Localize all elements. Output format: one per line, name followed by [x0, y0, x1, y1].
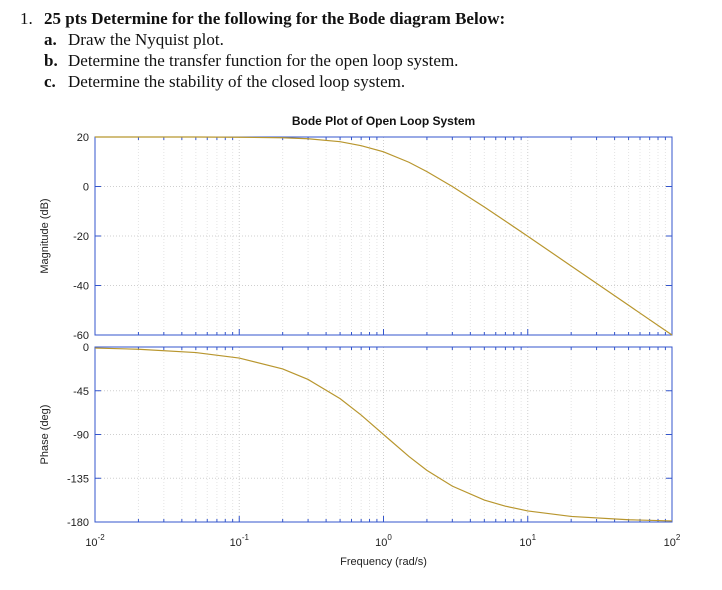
- x-tick-label: 100: [375, 533, 392, 549]
- x-tick-exponent: -2: [98, 533, 106, 542]
- item: c. Determine the stability of the closed …: [44, 72, 405, 91]
- y-axis-label: Magnitude (dB): [39, 198, 51, 273]
- x-tick-label: 10-1: [230, 533, 250, 549]
- item-text: Draw the Nyquist plot.: [68, 30, 224, 49]
- item-label: c.: [44, 72, 56, 91]
- y-tick-label: -40: [73, 281, 89, 293]
- x-tick-label: 101: [519, 533, 536, 549]
- x-tick-base: 10: [519, 537, 531, 549]
- data-line: [95, 136, 673, 336]
- item-text: Determine the transfer function for the …: [68, 51, 458, 70]
- y-tick-label: -90: [73, 430, 89, 442]
- x-tick-label: 102: [664, 533, 681, 549]
- data-line: [94, 347, 673, 522]
- question-text: 25 pts Determine for the following for t…: [44, 9, 505, 28]
- item-label: a.: [44, 30, 57, 49]
- y-tick-label: 0: [83, 342, 89, 354]
- x-axis-label: Frequency (rad/s): [340, 556, 427, 568]
- plot-frame: [94, 346, 673, 523]
- y-tick-label: -20: [73, 231, 89, 243]
- x-tick-exponent: 1: [532, 533, 537, 542]
- item-text: Determine the stability of the closed lo…: [68, 72, 405, 91]
- item-label: b.: [44, 51, 58, 70]
- y-tick-label: -60: [73, 330, 89, 342]
- x-tick-exponent: -1: [242, 533, 250, 542]
- plot-frame: [94, 136, 673, 336]
- x-tick-base: 10: [230, 537, 242, 549]
- x-tick-base: 10: [664, 537, 676, 549]
- x-tick-base: 10: [375, 537, 387, 549]
- x-tick-exponent: 0: [387, 533, 392, 542]
- y-tick-label: -45: [73, 386, 89, 398]
- y-tick-label: -135: [67, 473, 89, 485]
- question-heading: 1. 25 pts Determine for the following fo…: [20, 9, 505, 28]
- y-axis-label: Phase (deg): [39, 405, 51, 465]
- chart-title: Bode Plot of Open Loop System: [292, 114, 475, 128]
- x-tick-label: 10-2: [85, 533, 105, 549]
- y-tick-label: -180: [67, 517, 89, 529]
- y-tick-label: 0: [83, 182, 89, 194]
- item: a. Draw the Nyquist plot.: [44, 30, 224, 49]
- y-tick-label: 20: [77, 132, 89, 144]
- x-tick-exponent: 2: [676, 533, 681, 542]
- x-tick-base: 10: [85, 537, 97, 549]
- question-number: 1.: [20, 9, 33, 28]
- item: b. Determine the transfer function for th…: [44, 51, 458, 70]
